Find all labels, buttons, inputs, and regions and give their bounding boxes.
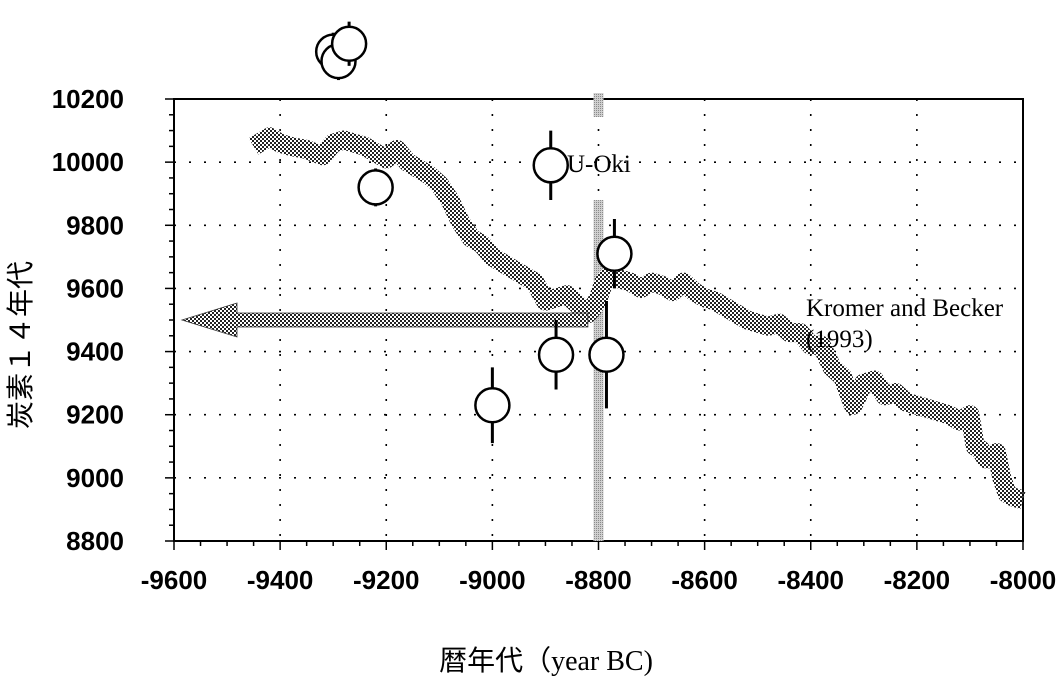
- x-tick-label: -8000: [990, 565, 1057, 595]
- x-tick-label: -8400: [778, 565, 845, 595]
- age-arrow: [180, 302, 589, 338]
- sample-point: [474, 386, 511, 424]
- x-tick-label: -9000: [459, 565, 526, 595]
- calibration-curve-line: [248, 127, 1026, 510]
- kromer-label-line1: Kromer and Becker: [806, 295, 1004, 322]
- sample-point: [596, 235, 633, 272]
- y-tick-label: 9600: [66, 273, 124, 303]
- x-axis-title: 暦年代（year BC): [439, 645, 653, 677]
- y-tick-label: 8800: [66, 526, 124, 556]
- sample-point: [532, 147, 569, 184]
- sample-point: [330, 25, 368, 62]
- kromer-label-line2: (1993): [806, 326, 873, 353]
- x-tick-label: -8600: [671, 565, 738, 595]
- x-tick-label: -9600: [141, 565, 208, 595]
- y-tick-label: 9000: [66, 463, 124, 493]
- y-tick-label: 10000: [52, 147, 124, 177]
- y-tick-label: 9200: [66, 400, 124, 430]
- sample-point: [588, 336, 625, 373]
- y-tick-label: 9400: [66, 337, 124, 367]
- x-tick-label: -9200: [353, 565, 420, 595]
- sample-points: [314, 21, 633, 444]
- y-axis-title: 炭素１４年代: [5, 261, 37, 429]
- x-tick-label: -9400: [247, 565, 314, 595]
- x-tick-labels: -9600 -9400 -9200 -9000 -8800 -8600 -8400 -8200…: [141, 565, 1057, 595]
- sample-point: [537, 336, 575, 373]
- sample-point: [357, 169, 394, 206]
- uoki-label: U-Oki: [567, 151, 631, 178]
- vertical-band-top: [593, 93, 604, 117]
- calibration-curve: [248, 127, 1026, 510]
- y-tick-labels: 10200 10000 9800 9600 9400 9200 9000 8800: [52, 84, 124, 556]
- y-tick-label: 9800: [66, 210, 124, 240]
- x-tick-label: -8800: [565, 565, 632, 595]
- y-tick-label: 10200: [52, 84, 124, 114]
- axis-ticks: [165, 98, 1024, 550]
- age-arrow-shape: [180, 302, 589, 338]
- x-tick-label: -8200: [884, 565, 951, 595]
